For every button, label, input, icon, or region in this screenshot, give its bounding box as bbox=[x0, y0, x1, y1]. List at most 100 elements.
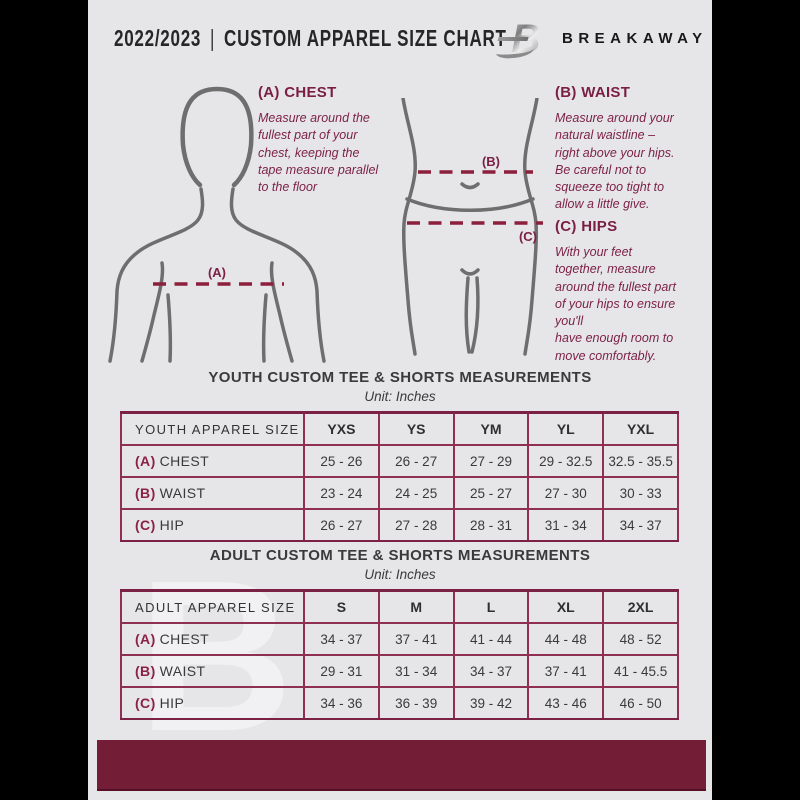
adult-hip-row: (C) HIP 34 - 36 36 - 39 39 - 42 43 - 46 4… bbox=[120, 686, 679, 720]
youth-chest-ys: 26 - 27 bbox=[377, 444, 455, 478]
right-shoulder-arm-outline bbox=[229, 187, 326, 363]
youth-hip-yl: 31 - 34 bbox=[527, 508, 605, 542]
adult-header-row: ADULT APPAREL SIZE S M L XL 2XL bbox=[120, 589, 679, 624]
adult-size-xl: XL bbox=[527, 589, 605, 624]
crotch-curve bbox=[460, 268, 480, 276]
adult-size-2xl: 2XL bbox=[602, 589, 679, 624]
waist-instruction-block: (B) WAIST Measure around your natural wa… bbox=[555, 84, 712, 214]
adult-waist-row: (B) WAIST 29 - 31 31 - 34 34 - 37 37 - 41… bbox=[120, 654, 679, 688]
left-armpit-line bbox=[140, 261, 165, 363]
upper-body-figure: (A) bbox=[108, 86, 326, 363]
adult-hip-2xl: 46 - 50 bbox=[602, 686, 679, 720]
left-shoulder-arm-outline bbox=[108, 187, 205, 363]
youth-chest-yl: 29 - 32.5 bbox=[527, 444, 605, 478]
youth-waist-ym: 25 - 27 bbox=[452, 476, 530, 510]
adult-size-s: S bbox=[303, 589, 380, 624]
chest-instruction-text: Measure around the fullest part of your … bbox=[258, 111, 379, 194]
footer-accent-bar bbox=[97, 740, 706, 791]
adult-size-header-cell: ADULT APPAREL SIZE bbox=[120, 589, 305, 624]
waist-hips-figure: (B) (C) bbox=[401, 98, 543, 356]
youth-table-unit: Unit: Inches bbox=[364, 389, 436, 404]
adult-chest-xl: 44 - 48 bbox=[527, 622, 605, 656]
adult-waist-m: 31 - 34 bbox=[377, 654, 455, 688]
left-torso-line bbox=[166, 293, 173, 363]
youth-hip-yxs: 26 - 27 bbox=[303, 508, 380, 542]
youth-waist-row: (B) WAIST 23 - 24 24 - 25 25 - 27 27 - 30… bbox=[120, 476, 679, 510]
youth-waist-yxs: 23 - 24 bbox=[303, 476, 380, 510]
chest-label: CHEST bbox=[159, 453, 210, 469]
hip-prefix: (C) bbox=[135, 695, 156, 711]
adult-waist-label-cell: (B) WAIST bbox=[120, 654, 305, 688]
brand-logo-group: B BREAKAWAY bbox=[495, 16, 708, 62]
title-separator: | bbox=[210, 25, 216, 51]
adult-hip-m: 36 - 39 bbox=[377, 686, 455, 720]
adult-size-l: L bbox=[452, 589, 530, 624]
adult-size-table: ADULT APPAREL SIZE S M L XL 2XL (A) CHEST… bbox=[120, 589, 679, 720]
adult-hip-label-cell: (C) HIP bbox=[120, 686, 305, 720]
hip-label: HIP bbox=[159, 517, 185, 533]
adult-table-unit: Unit: Inches bbox=[364, 567, 436, 582]
adult-chest-label-cell: (A) CHEST bbox=[120, 622, 305, 656]
waistband-curve bbox=[405, 197, 535, 212]
adult-measurements-section: ADULT CUSTOM TEE & SHORTS MEASUREMENTS U… bbox=[120, 546, 680, 720]
hip-label: HIP bbox=[159, 695, 185, 711]
hips-heading: (C) HIPS bbox=[555, 218, 618, 235]
adult-chest-row: (A) CHEST 34 - 37 37 - 41 41 - 44 44 - 48… bbox=[120, 622, 679, 656]
adult-waist-l: 34 - 37 bbox=[452, 654, 530, 688]
page-title: 2022/2023 | CUSTOM APPAREL SIZE CHART bbox=[114, 25, 507, 52]
adult-chest-2xl: 48 - 52 bbox=[602, 622, 679, 656]
waist-heading: (B) WAIST bbox=[555, 84, 631, 101]
adult-hip-l: 39 - 42 bbox=[452, 686, 530, 720]
hips-instruction-text: With your feet together, measure around … bbox=[555, 245, 676, 363]
chart-title: CUSTOM APPAREL SIZE CHART bbox=[224, 25, 507, 51]
youth-hip-yxl: 34 - 37 bbox=[602, 508, 679, 542]
youth-size-ys: YS bbox=[377, 411, 455, 446]
chest-prefix: (A) bbox=[135, 453, 156, 469]
chest-label: CHEST bbox=[159, 631, 210, 647]
youth-header-row: YOUTH APPAREL SIZE YXS YS YM YL YXL bbox=[120, 411, 679, 446]
youth-hip-ym: 28 - 31 bbox=[452, 508, 530, 542]
youth-waist-ys: 24 - 25 bbox=[377, 476, 455, 510]
waist-label: WAIST bbox=[159, 485, 206, 501]
chest-prefix: (A) bbox=[135, 631, 156, 647]
right-torso-line bbox=[261, 293, 268, 363]
size-chart-page: B 2022/2023 | CUSTOM APPAREL SIZE CHART B … bbox=[88, 0, 712, 800]
waist-line-label: (B) bbox=[482, 154, 500, 169]
breakaway-logo-icon: B bbox=[495, 16, 548, 62]
youth-chest-label-cell: (A) CHEST bbox=[120, 444, 305, 478]
right-side-outline bbox=[523, 98, 539, 356]
waist-prefix: (B) bbox=[135, 485, 156, 501]
youth-table-title: YOUTH CUSTOM TEE & SHORTS MEASUREMENTS bbox=[208, 369, 592, 386]
youth-chest-row: (A) CHEST 25 - 26 26 - 27 27 - 29 29 - 32… bbox=[120, 444, 679, 478]
adult-chest-l: 41 - 44 bbox=[452, 622, 530, 656]
hips-instruction-block: (C) HIPS With your feet together, measur… bbox=[555, 218, 712, 365]
hip-prefix: (C) bbox=[135, 517, 156, 533]
youth-size-ym: YM bbox=[452, 411, 530, 446]
youth-chest-yxs: 25 - 26 bbox=[303, 444, 380, 478]
hips-line-label: (C) bbox=[519, 229, 537, 244]
adult-chest-s: 34 - 37 bbox=[303, 622, 380, 656]
waist-instruction-text: Measure around your natural waistline – … bbox=[555, 111, 675, 212]
youth-hip-label-cell: (C) HIP bbox=[120, 508, 305, 542]
left-inner-leg-line bbox=[464, 276, 471, 354]
youth-hip-ys: 27 - 28 bbox=[377, 508, 455, 542]
youth-size-yxl: YXL bbox=[602, 411, 679, 446]
head-outline bbox=[180, 86, 254, 188]
youth-waist-label-cell: (B) WAIST bbox=[120, 476, 305, 510]
youth-chest-ym: 27 - 29 bbox=[452, 444, 530, 478]
adult-size-m: M bbox=[377, 589, 455, 624]
chest-heading: (A) CHEST bbox=[258, 84, 337, 101]
waist-prefix: (B) bbox=[135, 663, 156, 679]
adult-waist-xl: 37 - 41 bbox=[527, 654, 605, 688]
youth-size-header-cell: YOUTH APPAREL SIZE bbox=[120, 411, 305, 446]
youth-size-table: YOUTH APPAREL SIZE YXS YS YM YL YXL (A) C… bbox=[120, 411, 679, 542]
season-label: 2022/2023 bbox=[114, 25, 202, 51]
youth-waist-yxl: 30 - 33 bbox=[602, 476, 679, 510]
left-side-outline bbox=[401, 98, 417, 356]
right-armpit-line bbox=[269, 261, 294, 363]
logo-dash-decoration bbox=[497, 37, 529, 41]
adult-hip-xl: 43 - 46 bbox=[527, 686, 605, 720]
adult-hip-s: 34 - 36 bbox=[303, 686, 380, 720]
waist-label: WAIST bbox=[159, 663, 206, 679]
